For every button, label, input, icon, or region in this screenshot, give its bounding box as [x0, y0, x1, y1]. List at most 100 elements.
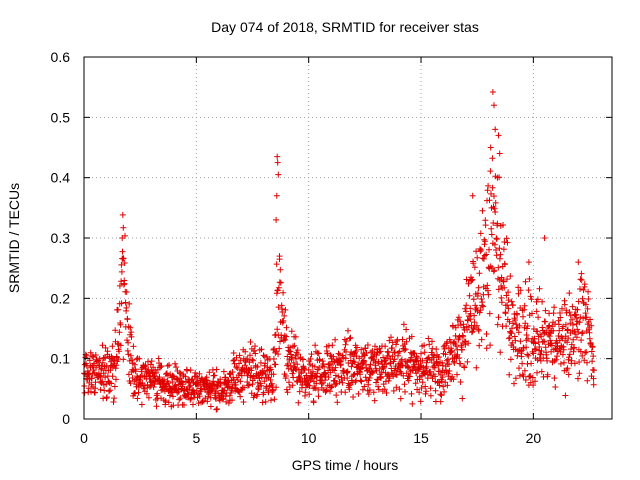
data-point	[521, 367, 528, 374]
data-point	[436, 354, 442, 360]
data-point	[283, 386, 290, 393]
data-point	[558, 333, 565, 340]
data-point	[507, 273, 514, 280]
data-point	[584, 305, 591, 312]
data-point	[574, 306, 581, 313]
data-point	[196, 393, 203, 400]
data-point	[129, 375, 136, 381]
data-point	[568, 357, 575, 364]
data-point	[283, 333, 290, 340]
data-point	[339, 379, 346, 386]
data-point	[566, 354, 572, 361]
data-point	[262, 398, 269, 405]
data-point	[544, 371, 551, 378]
data-point	[113, 376, 119, 383]
data-point	[589, 358, 596, 365]
data-point	[156, 360, 162, 367]
data-point	[383, 361, 390, 368]
data-point	[551, 304, 558, 311]
data-point	[335, 373, 342, 380]
data-point	[177, 375, 184, 382]
data-point	[361, 383, 368, 390]
data-point	[494, 321, 501, 328]
data-point	[489, 155, 496, 162]
data-point	[460, 333, 467, 340]
data-point	[128, 333, 135, 340]
data-point	[438, 392, 445, 399]
x-tick-label: 15	[413, 430, 429, 446]
data-point	[426, 341, 433, 348]
data-point	[88, 375, 95, 382]
data-point	[165, 399, 172, 406]
data-point	[267, 366, 274, 373]
data-point	[577, 286, 583, 292]
data-point	[408, 333, 415, 340]
data-point	[176, 369, 183, 376]
data-point	[261, 378, 268, 385]
data-point	[490, 220, 497, 226]
data-point	[489, 89, 496, 95]
data-point	[464, 358, 471, 365]
data-point	[536, 285, 543, 292]
data-point	[497, 251, 504, 258]
data-point	[362, 345, 369, 352]
data-point	[249, 356, 256, 363]
data-point	[102, 344, 109, 351]
data-point	[500, 222, 506, 228]
data-point	[350, 358, 357, 365]
data-point	[591, 367, 597, 374]
data-point	[406, 365, 413, 371]
data-point	[532, 346, 539, 353]
data-point	[126, 300, 133, 307]
data-point	[206, 369, 213, 376]
data-point	[138, 401, 145, 408]
data-point	[493, 252, 500, 259]
data-point	[422, 383, 429, 390]
data-point	[273, 261, 280, 268]
data-point	[534, 328, 541, 335]
data-point	[385, 349, 392, 356]
data-point	[488, 231, 495, 238]
data-point	[251, 347, 258, 354]
data-point	[145, 358, 151, 365]
data-point	[522, 278, 529, 285]
data-point	[498, 294, 505, 301]
data-point	[312, 342, 319, 349]
data-point	[302, 389, 309, 396]
data-point	[124, 337, 130, 344]
data-point	[487, 144, 494, 151]
data-point	[347, 334, 354, 341]
data-point	[417, 398, 424, 405]
data-point	[129, 357, 135, 363]
data-point	[359, 386, 366, 393]
data-point	[480, 303, 487, 310]
data-point	[531, 345, 538, 352]
data-point	[372, 359, 379, 366]
data-point	[463, 302, 470, 309]
data-point	[482, 222, 489, 229]
data-point	[534, 369, 540, 376]
data-point	[242, 348, 249, 355]
data-point	[229, 397, 235, 404]
data-point	[351, 371, 358, 378]
data-point	[429, 338, 435, 345]
data-point	[153, 403, 160, 410]
data-point	[97, 386, 104, 393]
data-point	[571, 360, 578, 367]
data-point	[564, 327, 571, 334]
data-point	[254, 379, 261, 386]
data-point	[518, 353, 525, 360]
data-point	[277, 338, 283, 345]
data-point	[402, 346, 409, 353]
data-point	[350, 394, 357, 400]
data-point	[393, 341, 399, 348]
data-point	[177, 395, 184, 402]
data-point	[320, 361, 327, 367]
data-point	[544, 357, 551, 364]
data-point	[397, 395, 404, 402]
data-point	[342, 355, 349, 362]
data-point	[122, 299, 129, 306]
data-point	[528, 360, 535, 367]
y-tick-label: 0.4	[51, 170, 71, 186]
data-point	[569, 303, 576, 310]
